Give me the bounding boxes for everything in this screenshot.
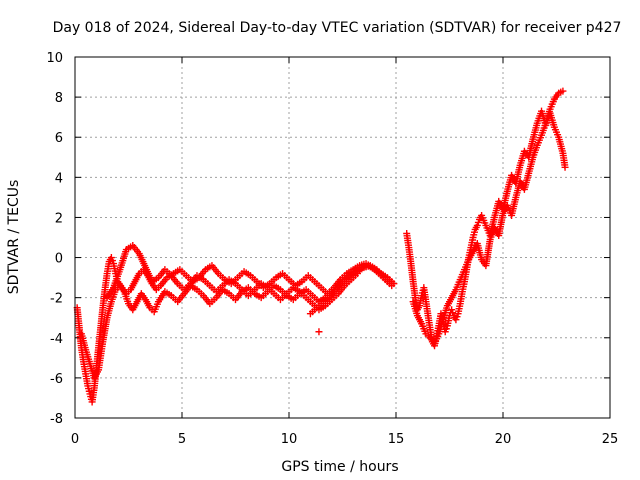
series-track-4 <box>306 262 398 318</box>
y-tick-label: -6 <box>50 372 63 387</box>
y-tick-label: -8 <box>50 412 63 427</box>
series-track-5 <box>403 107 569 350</box>
data-point <box>559 87 567 95</box>
y-tick-label: 4 <box>55 171 63 186</box>
data-point <box>315 328 323 336</box>
chart-title: Day 018 of 2024, Sidereal Day-to-day VTE… <box>53 20 622 36</box>
data-points <box>73 87 569 406</box>
y-tick-label: 10 <box>46 51 63 66</box>
series-track-3 <box>103 242 361 314</box>
y-axis-label: SDTVAR / TECUs <box>6 180 22 295</box>
x-tick-label: 20 <box>495 432 512 447</box>
x-tick-label: 0 <box>71 432 79 447</box>
x-tick-label: 15 <box>388 432 405 447</box>
y-tick-label: -4 <box>50 332 63 347</box>
data-point <box>390 280 398 288</box>
x-axis-label: GPS time / hours <box>281 459 398 475</box>
y-tick-label: 0 <box>55 252 63 267</box>
series-isolated <box>315 328 323 336</box>
grid <box>75 57 610 418</box>
y-tick-label: 2 <box>55 211 63 226</box>
data-point <box>561 163 569 171</box>
x-tick-label: 10 <box>281 432 298 447</box>
series-track-6 <box>409 87 567 348</box>
plot-frame <box>74 56 611 419</box>
y-tick-label: 8 <box>55 91 63 106</box>
y-tick-label: 6 <box>55 131 63 146</box>
x-tick-label: 25 <box>602 432 619 447</box>
y-tick-label: -2 <box>50 292 63 307</box>
x-tick-label: 5 <box>178 432 186 447</box>
